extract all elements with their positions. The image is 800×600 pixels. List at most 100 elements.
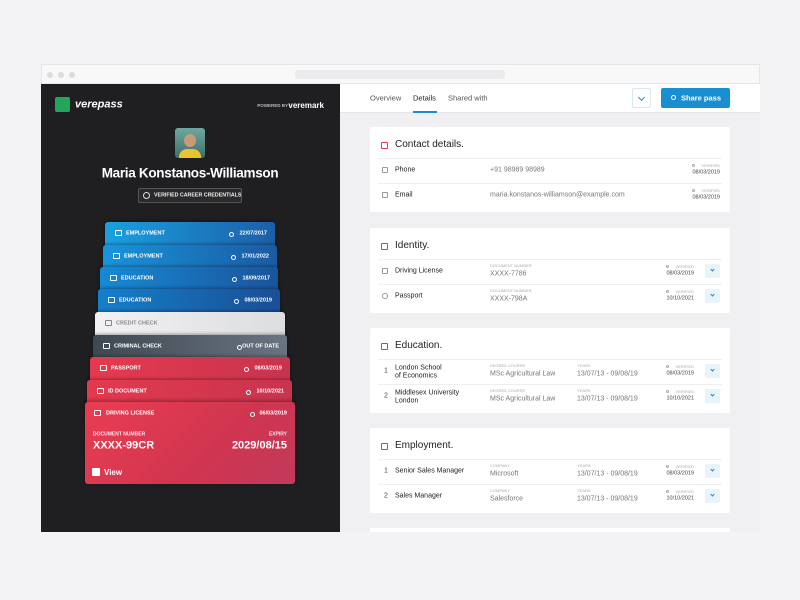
card-icon — [105, 320, 112, 326]
field-caption: DOCUMENT NUMBER — [490, 288, 532, 293]
view-icon[interactable] — [92, 468, 100, 476]
section-title: Contact details. — [395, 139, 464, 150]
card-date: 22/07/2017 — [239, 230, 267, 237]
section-card — [370, 127, 730, 212]
row-label: London School — [395, 364, 442, 371]
row-label: Passport — [395, 292, 423, 300]
row-label: London — [395, 397, 419, 404]
row-icon — [382, 268, 388, 274]
verified-date: 08/03/2019 — [692, 169, 720, 176]
row-divider — [378, 284, 722, 285]
badge-icon — [143, 192, 150, 199]
expand-button[interactable] — [705, 389, 720, 403]
card-icon — [115, 230, 122, 236]
tab-underline — [413, 111, 437, 113]
clock-icon — [232, 277, 237, 282]
share-label[interactable]: Share pass — [681, 93, 722, 103]
verified-label: VERIFIED — [675, 364, 694, 369]
field-value: MSc Agricultural Law — [490, 395, 556, 403]
field-value: maria.konstanos-williamson@example.com — [490, 191, 625, 199]
card-icon — [108, 297, 115, 303]
section-icon — [381, 142, 388, 149]
tab[interactable]: Details — [413, 93, 436, 103]
card-status: OUT OF DATE — [242, 343, 279, 350]
card-label: EDUCATION — [119, 297, 152, 304]
verified-label: VERIFIED — [675, 489, 694, 494]
window-dot — [58, 72, 64, 78]
avatar-face — [184, 134, 196, 147]
expand-button[interactable] — [705, 264, 720, 278]
card-label: EDUCATION — [121, 275, 154, 282]
expand-button[interactable] — [705, 289, 720, 303]
share-icon — [671, 95, 676, 100]
card-label: PASSPORT — [111, 365, 141, 372]
tab[interactable]: Overview — [370, 93, 402, 103]
section-card — [370, 428, 730, 513]
row-divider — [378, 259, 722, 260]
field-value: 13/07/13 - 09/08/19 — [577, 370, 638, 378]
window-dot — [47, 72, 53, 78]
row-label: Senior Sales Manager — [395, 467, 465, 475]
field-caption: COMPANY — [490, 463, 510, 468]
verified-icon — [666, 490, 669, 493]
verified-label: VERIFIED — [701, 163, 720, 168]
row-index: 2 — [384, 392, 388, 400]
field-value: XXXX-798A — [490, 295, 528, 303]
edit-button[interactable] — [632, 88, 651, 108]
field-value: 13/07/13 - 09/08/19 — [577, 470, 638, 478]
expand-button[interactable] — [705, 489, 720, 503]
field-caption: DEGREE COURSE — [490, 388, 526, 393]
verified-label: VERIFIED — [675, 464, 694, 469]
profile-name: Maria Konstanos-Williamson — [101, 165, 279, 181]
card-icon — [113, 253, 120, 259]
expiry-label: EXPIRY — [268, 431, 287, 438]
field-value: 13/07/13 - 09/08/19 — [577, 395, 638, 403]
clock-icon — [231, 255, 236, 260]
row-divider — [378, 384, 722, 385]
clock-icon — [246, 390, 251, 395]
field-caption: DOCUMENT NUMBER — [490, 263, 532, 268]
expand-button[interactable] — [705, 464, 720, 478]
card-icon — [110, 275, 117, 281]
section-icon — [381, 443, 388, 450]
featured-card[interactable] — [85, 402, 295, 484]
verified-date: 10/10/2021 — [666, 395, 694, 402]
clock-icon — [229, 232, 234, 237]
avatar-shirt — [179, 149, 201, 158]
tab[interactable]: Shared with — [448, 93, 488, 103]
verified-date: 08/03/2019 — [692, 194, 720, 201]
field-value: Salesforce — [490, 495, 524, 503]
card-label: DRIVING LICENSE — [106, 410, 155, 417]
logo-mark — [55, 97, 70, 112]
card-date: 08/03/2019 — [254, 365, 282, 372]
field-value: MSc Agricultural Law — [490, 370, 556, 378]
profile-badge: VERIFIED CAREER CREDENTIALS — [154, 192, 242, 199]
verified-label: VERIFIED — [675, 264, 694, 269]
expand-button[interactable] — [705, 364, 720, 378]
verified-label: VERIFIED — [701, 188, 720, 193]
row-divider — [378, 484, 722, 485]
section-card — [370, 228, 730, 313]
number-label: DOCUMENT NUMBER — [93, 431, 146, 438]
share-button[interactable] — [661, 88, 730, 108]
verified-date: 08/03/2019 — [666, 470, 694, 477]
card-label: CREDIT CHECK — [116, 320, 158, 327]
card-date: 10/10/2021 — [256, 388, 284, 395]
section-card — [370, 328, 730, 413]
card-icon — [94, 410, 101, 416]
clock-icon — [250, 412, 255, 417]
view-link[interactable]: View — [104, 468, 123, 477]
document-number: XXXX-99CR — [93, 439, 155, 452]
section-icon — [381, 243, 388, 250]
field-value: 13/07/13 - 09/08/19 — [577, 495, 638, 503]
clock-icon — [237, 345, 242, 350]
card-date: 17/01/2022 — [241, 253, 269, 260]
card-icon — [103, 343, 110, 349]
row-divider — [378, 183, 722, 184]
field-caption: YEARS — [577, 463, 591, 468]
verified-date: 08/03/2019 — [666, 370, 694, 377]
field-caption: COMPANY — [490, 488, 510, 493]
row-divider — [378, 359, 722, 360]
card-label: ID DOCUMENT — [108, 388, 147, 395]
row-divider — [378, 459, 722, 460]
